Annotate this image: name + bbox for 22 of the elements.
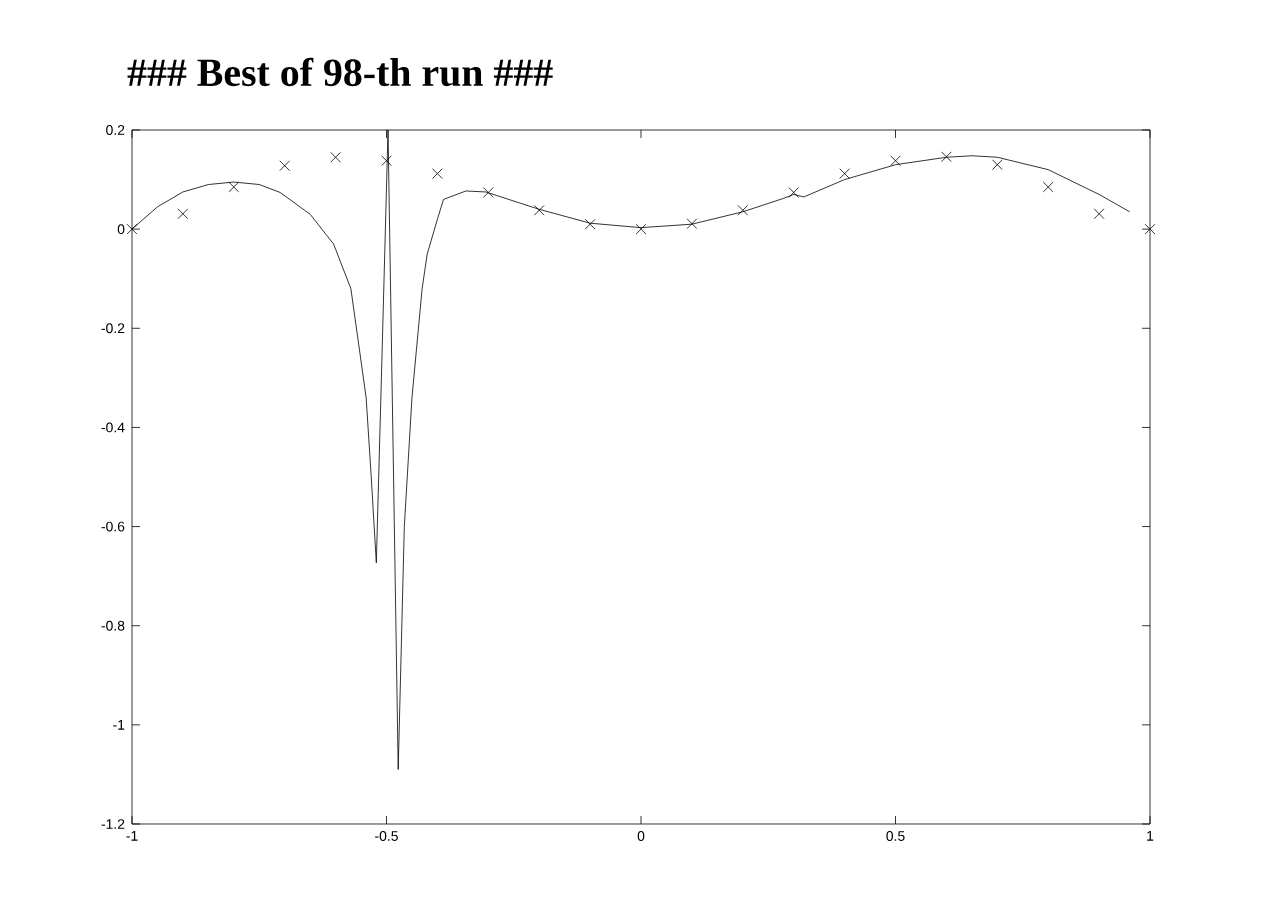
- point: [584, 218, 596, 230]
- chart-title: ### Best of 98-th run ###: [127, 57, 553, 87]
- point: [635, 223, 647, 235]
- point: [686, 218, 698, 230]
- point: [1042, 181, 1054, 193]
- point: [279, 160, 291, 172]
- point: [533, 204, 545, 216]
- point: [1093, 208, 1105, 220]
- point: [737, 204, 749, 216]
- point: [228, 181, 240, 193]
- point: [941, 151, 952, 163]
- point: [991, 159, 1003, 171]
- point: [177, 208, 189, 220]
- point: [1144, 223, 1156, 235]
- point: [839, 168, 850, 179]
- point: [381, 155, 392, 167]
- point: [126, 223, 138, 235]
- point: [788, 187, 800, 198]
- point: [482, 187, 494, 198]
- point: [890, 155, 901, 167]
- point: [432, 168, 443, 179]
- point: [330, 151, 341, 163]
